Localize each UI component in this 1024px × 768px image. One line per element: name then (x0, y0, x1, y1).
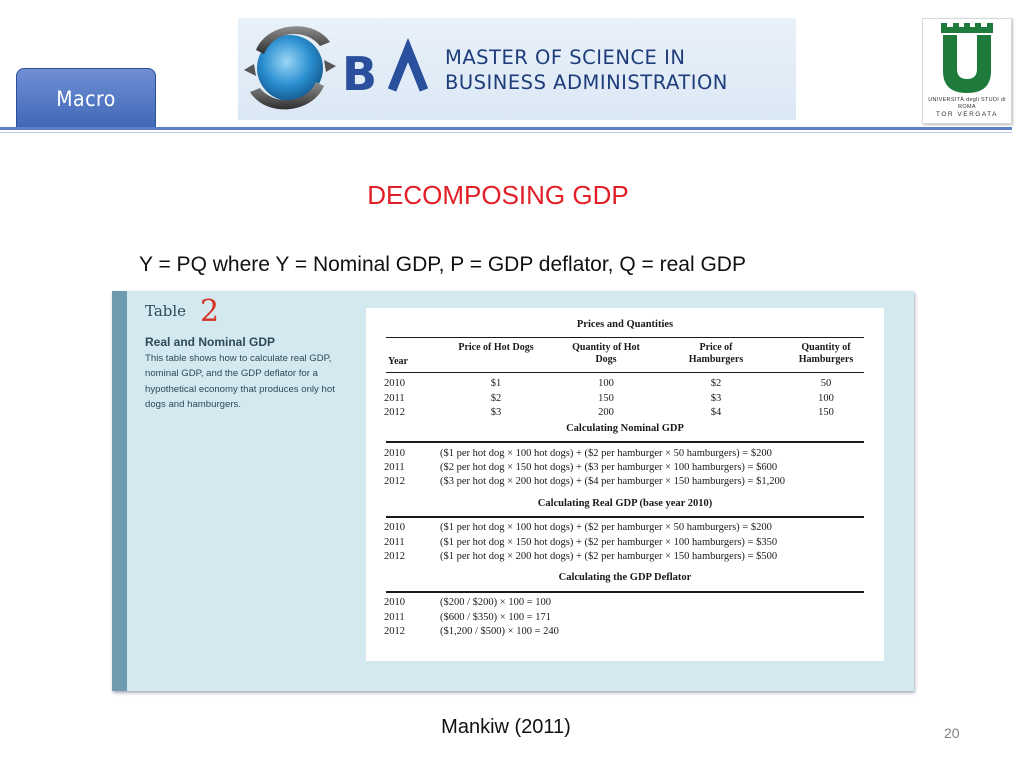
table-row: ($600 / $350) × 100 = 171 (440, 612, 552, 623)
header-year: Year (388, 356, 408, 367)
section-deflator: Calculating the GDP Deflator (558, 572, 692, 583)
caption-text: This table shows how to calculate real G… (145, 353, 335, 411)
table-row: 2012 (384, 626, 405, 637)
table-row: 2012 (384, 476, 405, 487)
header-price-hotdogs: Price of Hot Dogs (458, 342, 534, 353)
tab-label: Macro (56, 87, 116, 111)
slide-title: DECOMPOSING GDP (367, 180, 629, 210)
rule (386, 516, 864, 518)
table-row: ($1 per hot dog × 150 hot dogs) + ($2 pe… (440, 537, 778, 548)
page-number: 20 (944, 725, 960, 741)
table-row: ($1,200 / $500) × 100 = 240 (440, 626, 559, 637)
section-nominal: Calculating Nominal GDP (566, 423, 684, 434)
table-row: ($1 per hot dog × 100 hot dogs) + ($2 pe… (440, 448, 772, 459)
header-rule (0, 127, 1012, 130)
table-row: 2011 (384, 537, 405, 548)
header-qty-hotdogs: Quantity of Hot Dogs (572, 342, 640, 365)
table-row: 2011 (384, 612, 405, 623)
rule (386, 337, 864, 338)
table-row: ($1 per hot dog × 100 hot dogs) + ($2 pe… (440, 522, 772, 533)
source-citation: Mankiw (2011) (441, 716, 571, 738)
program-banner: B MASTER OF SCIENCE IN BUSINESS ADMINIST… (238, 18, 796, 120)
banner-line-1: MASTER OF SCIENCE IN (445, 46, 686, 69)
header-qty-hamburgers: Quantity of Hamburgers (798, 342, 854, 365)
table-row: 2011 (384, 462, 405, 473)
university-crest-icon (941, 23, 993, 93)
figure-side-bar (112, 291, 127, 691)
table-row: 2010 (384, 448, 405, 459)
gdp-table: Prices and Quantities Year Price of Hot … (366, 308, 884, 661)
header-rule-thin (0, 132, 1012, 133)
rule (386, 441, 864, 443)
rule (386, 591, 864, 593)
ba-letters: B (342, 47, 377, 101)
tab-macro[interactable]: Macro (16, 68, 156, 129)
table-row: ($2 per hot dog × 150 hot dogs) + ($3 pe… (440, 462, 778, 473)
banner-line-2: BUSINESS ADMINISTRATION (445, 71, 728, 94)
caption-title: Real and Nominal GDP (145, 335, 276, 349)
table-row: 2010 (384, 597, 405, 608)
university-logo: UNIVERSITÀ degli STUDI di ROMA TOR VERGA… (922, 18, 1012, 124)
table-row: ($1 per hot dog × 200 hot dogs) + ($2 pe… (440, 551, 778, 562)
rule (386, 372, 864, 373)
section-real: Calculating Real GDP (base year 2010) (537, 498, 713, 509)
table-label: Table (145, 302, 187, 320)
ba-logo-icon: B (244, 26, 429, 110)
table-row: 2012 (384, 551, 405, 562)
table-row: 2010 (384, 522, 405, 533)
table-row: ($200 / $200) × 100 = 100 (440, 597, 552, 608)
header-price-hamburgers: Price of Hamburgers (688, 342, 744, 365)
table-row: ($3 per hot dog × 200 hot dogs) + ($4 pe… (440, 476, 785, 487)
university-name: UNIVERSITÀ degli STUDI di ROMA TOR VERGA… (928, 97, 1006, 118)
table-number: 2 (200, 294, 220, 329)
section-prices: Prices and Quantities (576, 319, 674, 330)
slide-subtitle: Y = PQ where Y = Nominal GDP, P = GDP de… (139, 253, 746, 276)
textbook-figure: Table 2 Real and Nominal GDP This table … (112, 291, 914, 691)
